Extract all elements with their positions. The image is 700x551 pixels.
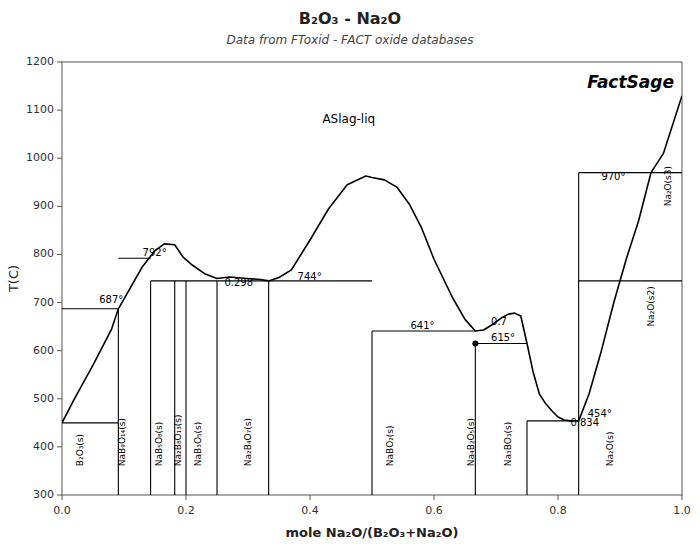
y-tick-label: 300 xyxy=(33,488,54,501)
phase-label: NaBO₂(s) xyxy=(385,425,395,466)
phase-label: Na₂O(s) xyxy=(605,431,615,466)
boundary-line xyxy=(150,281,151,495)
phase-label: Na₄B₂O₅(s) xyxy=(466,418,476,466)
y-tick xyxy=(57,398,62,399)
boundary-line xyxy=(185,281,186,495)
y-tick xyxy=(57,62,62,63)
background xyxy=(0,0,700,551)
phase-label: Na₂O(s3) xyxy=(663,166,673,206)
y-tick-label: 600 xyxy=(33,344,54,357)
y-tick xyxy=(57,206,62,207)
plot-area xyxy=(62,96,682,495)
y-tick-label: 500 xyxy=(33,392,54,405)
phase-label: Na₂B₈O₁₃(s) xyxy=(173,414,183,466)
annotations: FactSage ASlag-liq 687° 792° 0.298 744° 641° 0.… xyxy=(75,72,674,466)
boundary-line xyxy=(216,281,217,495)
y-tick xyxy=(57,110,62,111)
boundary-line xyxy=(578,173,579,495)
y-tick-label: 1100 xyxy=(26,103,54,116)
x-tick xyxy=(62,495,63,500)
y-tick xyxy=(57,158,62,159)
y-tick xyxy=(57,495,62,496)
x-tick-label: 1.0 xyxy=(673,504,691,517)
x-tick xyxy=(558,495,559,500)
annotation: 0.298 xyxy=(224,277,253,288)
title: B₂O₃ - Na₂O xyxy=(299,9,401,28)
boundary-line xyxy=(579,280,682,281)
x-tick xyxy=(682,495,683,500)
phase-label: NaB₅O₈(s) xyxy=(154,422,164,466)
annotation: 615° xyxy=(491,332,515,343)
y-tick-label: 900 xyxy=(33,199,54,212)
y-tick-label: 1000 xyxy=(26,151,54,164)
chart: B₂O₃ - Na₂O Data from FToxid - FACT oxide… xyxy=(0,0,700,551)
phase-label: Na₂B₄O₇(s) xyxy=(243,418,253,466)
phase-label: NaB₉O₁₄(s) xyxy=(117,418,127,466)
y-tick xyxy=(57,350,62,351)
y-tick-label: 400 xyxy=(33,440,54,453)
annotation: 744° xyxy=(298,271,322,282)
boundary-line xyxy=(62,422,118,423)
annotation: 0.834 xyxy=(570,417,599,428)
y-tick-label: 800 xyxy=(33,247,54,260)
x-tick-label: 0.6 xyxy=(425,504,443,517)
x-tick-label: 0.0 xyxy=(53,504,71,517)
annotation: 641° xyxy=(410,320,434,331)
y-tick-label: 700 xyxy=(33,296,54,309)
boundary-line xyxy=(268,281,269,495)
x-tick-label: 0.2 xyxy=(177,504,195,517)
annotation: 970° xyxy=(601,171,625,182)
y-tick xyxy=(57,446,62,447)
x-axis-label: mole Na₂O/(B₂O₃+Na₂O) xyxy=(286,525,459,540)
x-tick-label: 0.8 xyxy=(549,504,567,517)
boundary-line xyxy=(371,331,372,495)
y-tick-label: 1200 xyxy=(26,55,54,68)
phase-label: NaB₃O₅(s) xyxy=(193,422,203,466)
axes: 0.0 0.2 0.4 0.6 0.8 1.0 300 400 500 600 700 800 900 1… xyxy=(26,55,691,517)
point xyxy=(472,340,478,346)
y-tick xyxy=(57,302,62,303)
watermark: FactSage xyxy=(587,72,674,92)
phase-label: Na₃BO₃(s) xyxy=(503,422,513,466)
x-tick xyxy=(310,495,311,500)
subtitle: Data from FToxid - FACT oxide databases xyxy=(227,33,474,47)
plot-frame xyxy=(62,62,682,495)
boundary-line xyxy=(62,308,118,309)
phase-label: Na₂O(s2) xyxy=(646,286,656,326)
x-tick-label: 0.4 xyxy=(301,504,319,517)
y-axis-label: T(C) xyxy=(6,265,21,293)
phase-label: B₂O₃(s) xyxy=(75,434,85,466)
annotation: ASlag-liq xyxy=(322,112,375,126)
boundary-line xyxy=(526,421,527,495)
annotation: 687° xyxy=(99,294,123,305)
annotation: 792° xyxy=(143,247,167,258)
annotation: 0.7 xyxy=(491,316,507,327)
x-tick xyxy=(186,495,187,500)
x-tick xyxy=(434,495,435,500)
y-tick xyxy=(57,254,62,255)
